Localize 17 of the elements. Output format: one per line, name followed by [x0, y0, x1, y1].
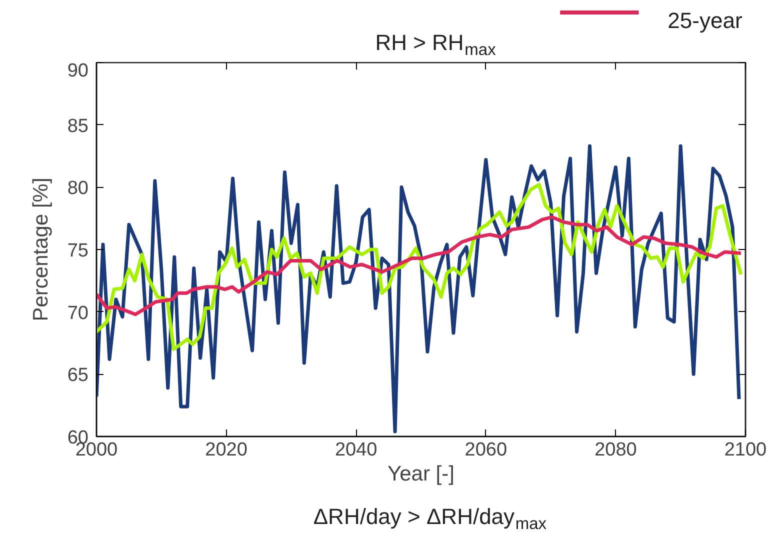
y-tick-label: 90: [67, 60, 89, 82]
x-tick-label: 2020: [205, 440, 248, 460]
line-series: [96, 182, 743, 351]
x-tick-label: 2080: [594, 440, 637, 460]
line-series: [96, 215, 743, 316]
y-axis-title: Percentage [%]: [29, 178, 52, 322]
y-tick-label: 85: [67, 116, 89, 137]
y-tick-label: 70: [67, 302, 89, 324]
x-tick-label: 2060: [464, 440, 508, 460]
line-series: [96, 144, 741, 434]
y-tick-label: 65: [67, 365, 89, 386]
x-tick-label: 2040: [334, 440, 378, 460]
x-axis-title: Year [-]: [388, 462, 454, 486]
legend-label: 25-year: [668, 8, 742, 33]
x-tick-label: 2100: [724, 440, 767, 460]
y-tick-label: 75: [67, 240, 89, 262]
y-tick-label: 80: [67, 178, 89, 200]
